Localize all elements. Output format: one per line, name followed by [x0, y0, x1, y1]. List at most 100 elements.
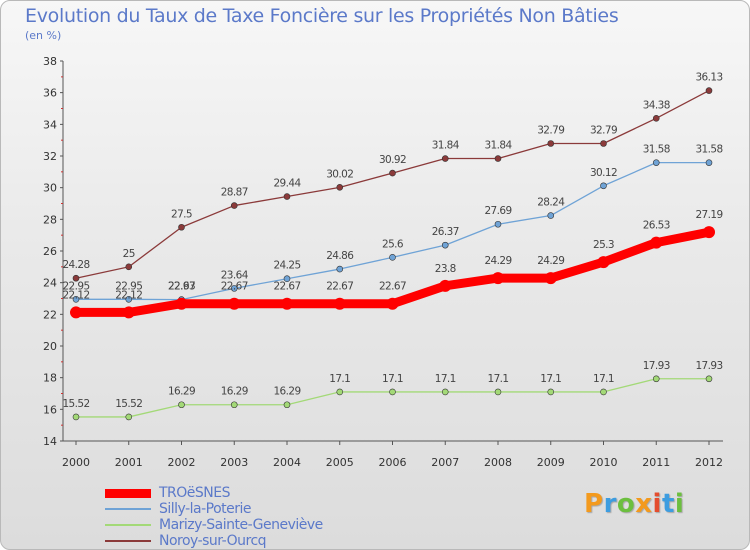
data-point [122, 306, 135, 319]
data-label: 34.38 [643, 99, 670, 111]
data-point [228, 297, 241, 310]
data-point [389, 388, 396, 396]
data-point [283, 193, 291, 200]
data-point [441, 388, 449, 396]
legend-label: Silly-la-Poterie [159, 501, 252, 517]
data-point [544, 272, 557, 285]
data-label: 17.1 [329, 373, 350, 385]
data-label: 22.67 [273, 281, 300, 293]
data-point [597, 256, 610, 269]
data-label: 15.52 [115, 398, 142, 410]
data-point [70, 306, 82, 319]
x-tick-label: 2002 [168, 456, 196, 469]
legend-swatch [105, 508, 151, 510]
data-point [178, 401, 185, 409]
data-label: 24.86 [326, 250, 354, 262]
legend-swatch [105, 488, 151, 498]
legend-label: Marizy-Sainte-Geneviève [159, 517, 323, 533]
data-label: 17.1 [488, 373, 509, 385]
legend-item: Marizy-Sainte-Geneviève [105, 517, 323, 533]
data-label: 22.93 [168, 281, 195, 293]
y-tick-label: 32 [43, 150, 57, 163]
data-point [652, 115, 660, 122]
data-label: 25.6 [382, 238, 404, 250]
data-point [389, 254, 396, 261]
data-label: 24.29 [537, 255, 564, 267]
data-point [386, 297, 399, 310]
data-point [441, 155, 449, 162]
data-point [336, 184, 344, 191]
data-label: 17.1 [435, 373, 456, 385]
data-label: 17.93 [643, 360, 670, 372]
data-label: 26.53 [643, 220, 670, 232]
data-label: 31.58 [643, 144, 670, 156]
data-point [389, 169, 396, 177]
data-label: 27.69 [484, 205, 511, 217]
data-label: 28.24 [537, 197, 565, 209]
y-tick-label: 16 [43, 403, 57, 416]
data-point [175, 297, 188, 310]
data-point [439, 279, 452, 292]
legend-swatch [105, 524, 151, 526]
data-label: 16.29 [168, 386, 195, 398]
data-label: 15.52 [62, 398, 89, 410]
data-point [705, 159, 713, 166]
data-point [547, 140, 555, 147]
y-tick-label: 20 [43, 340, 57, 353]
data-label: 27.5 [171, 208, 192, 220]
data-label: 23.8 [435, 263, 456, 275]
data-point [283, 401, 291, 409]
data-point [494, 155, 502, 162]
y-tick-label: 24 [43, 277, 57, 290]
data-label: 17.1 [593, 373, 614, 385]
data-label: 24.28 [62, 259, 89, 271]
series-line [75, 161, 710, 301]
y-tick-label: 36 [43, 87, 57, 100]
data-point [72, 413, 80, 421]
data-label: 17.1 [540, 373, 561, 385]
x-tick-label: 2007 [431, 456, 459, 469]
x-tick-label: 2003 [220, 456, 248, 469]
data-label: 26.37 [432, 226, 459, 238]
data-point [72, 274, 80, 282]
data-label: 22.67 [326, 281, 353, 293]
data-label: 24.25 [273, 260, 300, 272]
data-label: 22.67 [379, 281, 406, 293]
x-tick-label: 2006 [379, 456, 407, 469]
data-label: 22.12 [62, 289, 89, 301]
y-tick-label: 28 [43, 213, 57, 226]
data-point [283, 275, 291, 283]
y-tick-label: 14 [43, 435, 57, 448]
data-label: 30.02 [326, 168, 353, 180]
data-point [333, 297, 346, 310]
data-label: 30.92 [379, 154, 406, 166]
data-point [547, 388, 555, 396]
data-label: 16.29 [221, 386, 248, 398]
data-label: 31.58 [695, 144, 722, 156]
data-point [125, 263, 133, 271]
y-tick-label: 34 [43, 118, 57, 131]
y-axis-unit: (en %) [25, 29, 62, 42]
x-tick-label: 2009 [537, 456, 565, 469]
data-point [494, 388, 502, 396]
data-label: 32.79 [537, 124, 564, 136]
data-point [600, 388, 607, 396]
data-point [494, 220, 502, 228]
data-point [652, 375, 660, 383]
data-label: 22.95 [62, 280, 89, 292]
data-label: 22.67 [221, 281, 248, 293]
x-tick-label: 2004 [273, 456, 301, 469]
y-tick-label: 22 [43, 308, 57, 321]
data-label: 25.3 [593, 239, 614, 251]
data-point [705, 87, 713, 94]
legend-swatch [105, 540, 151, 542]
x-tick-label: 2011 [642, 456, 670, 469]
data-point [230, 202, 238, 209]
data-point [72, 295, 80, 303]
data-label: 30.12 [590, 167, 617, 179]
data-label: 32.79 [590, 124, 617, 136]
data-point [230, 285, 238, 292]
x-tick-label: 2008 [484, 456, 512, 469]
